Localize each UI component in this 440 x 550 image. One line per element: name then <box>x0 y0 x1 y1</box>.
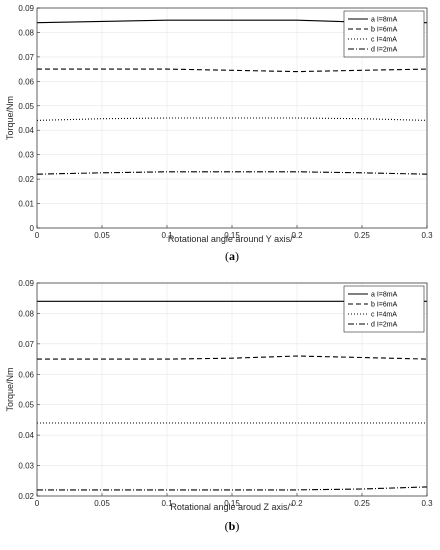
y-tick-label: 0.03 <box>18 151 34 160</box>
legend-entry: a I=8mA <box>371 17 398 24</box>
legend: a I=8mA b I=6mA c I=4mA d I=2mA <box>343 285 425 333</box>
x-tick-label: 0 <box>35 231 40 240</box>
series-line-c <box>37 117 427 121</box>
legend-entry: d I=2mA <box>371 322 398 329</box>
x-tick-label: 0.2 <box>291 499 303 508</box>
x-tick-label: 0.05 <box>94 231 110 240</box>
x-tick-label: 0.15 <box>224 499 240 508</box>
y-tick-label: 0.08 <box>18 309 34 318</box>
x-tick-label: 0.25 <box>354 231 370 240</box>
x-axis-label: Rotational angle around Y axis/° <box>168 234 297 244</box>
series-line-b <box>37 68 427 73</box>
y-tick-label: 0.08 <box>18 28 34 37</box>
y-tick-label: 0.04 <box>18 126 34 135</box>
axes-box <box>36 282 428 497</box>
y-tick-label: 0.01 <box>18 200 34 209</box>
series-line-b <box>37 355 427 360</box>
axes-box <box>36 7 428 229</box>
series-line-d <box>37 486 427 491</box>
legend-entry: b I=6mA <box>371 302 398 309</box>
x-tick-label: 0.3 <box>421 231 433 240</box>
panel-label: (b) <box>225 519 240 533</box>
chart-b: 0 0.05 0.1 0.15 0.2 0.25 0.3 0.02 0.03 0.04 0.05 0.… <box>5 279 433 533</box>
y-tick-label: 0 <box>30 224 35 233</box>
legend-entry: c I=4mA <box>371 37 397 44</box>
y-tick-label: 0.03 <box>18 462 34 471</box>
legend-entry: a I=8mA <box>371 292 398 299</box>
y-tick-label: 0.06 <box>18 77 34 86</box>
legend-entry: c I=4mA <box>371 312 397 319</box>
legend-entry: b I=6mA <box>371 27 398 34</box>
legend: a I=8mA b I=6mA c I=4mA d I=2mA <box>343 10 425 58</box>
y-tick-label: 0.04 <box>18 431 34 440</box>
x-tick-label: 0 <box>35 499 40 508</box>
x-tick-label: 0.15 <box>224 231 240 240</box>
y-tick-label: 0.09 <box>18 279 34 288</box>
panel-label: (a) <box>225 249 239 263</box>
y-tick-label: 0.05 <box>18 401 34 410</box>
y-axis-label: Torque/Nm <box>5 367 15 411</box>
x-axis-label: Rotational angle aroud Z axis/° <box>170 502 294 512</box>
chart-a: 0 0.05 0.1 0.15 0.2 0.25 0.3 0 0.01 0.02 0.03 0.04 0… <box>5 4 433 263</box>
y-tick-label: 0.07 <box>18 340 34 349</box>
y-tick-label: 0.07 <box>18 53 34 62</box>
x-tick-label: 0.05 <box>94 499 110 508</box>
y-tick-label: 0.02 <box>18 492 34 501</box>
x-tick-label: 0.1 <box>161 499 173 508</box>
x-tick-label: 0.2 <box>291 231 303 240</box>
y-tick-label: 0.09 <box>18 4 34 13</box>
y-tick-label: 0.02 <box>18 175 34 184</box>
x-tick-label: 0.3 <box>421 499 433 508</box>
y-tick-label: 0.05 <box>18 102 34 111</box>
y-axis-label: Torque/Nm <box>5 96 15 140</box>
x-tick-label: 0.1 <box>161 231 173 240</box>
x-tick-label: 0.25 <box>354 499 370 508</box>
y-tick-label: 0.06 <box>18 370 34 379</box>
legend-entry: d I=2mA <box>371 47 398 54</box>
series-line-d <box>37 171 427 175</box>
